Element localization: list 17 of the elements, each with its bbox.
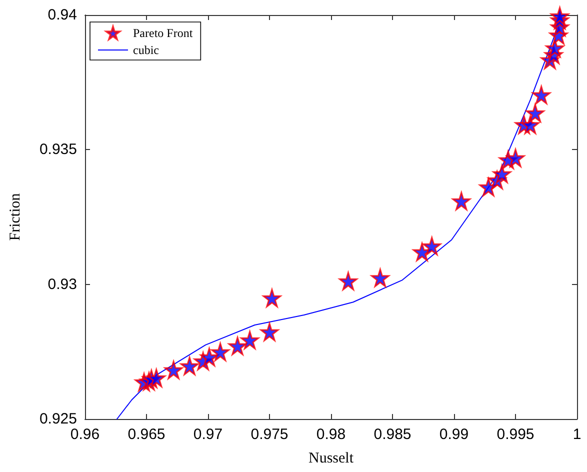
y-axis-title: Friction bbox=[8, 192, 24, 241]
x-tick-label: 0.975 bbox=[250, 426, 288, 443]
legend-label: cubic bbox=[133, 43, 159, 57]
x-tick-label: 0.995 bbox=[496, 426, 534, 443]
x-tick-label: 0.97 bbox=[193, 426, 223, 443]
x-tick-label: 0.96 bbox=[70, 426, 100, 443]
x-tick-label: 0.985 bbox=[374, 426, 412, 443]
x-tick-label: 0.965 bbox=[128, 426, 166, 443]
x-axis-title: Nusselt bbox=[308, 450, 354, 466]
y-tick-label: 0.94 bbox=[48, 6, 77, 24]
x-tick-label: 1 bbox=[572, 426, 582, 443]
y-tick-label: 0.93 bbox=[48, 276, 77, 293]
x-tick-label: 0.98 bbox=[316, 426, 346, 443]
y-tick-label: 0.935 bbox=[39, 141, 77, 158]
legend-label: Pareto Front bbox=[133, 26, 194, 40]
y-tick-label: 0.925 bbox=[39, 410, 77, 428]
x-tick-label: 0.99 bbox=[439, 426, 469, 443]
